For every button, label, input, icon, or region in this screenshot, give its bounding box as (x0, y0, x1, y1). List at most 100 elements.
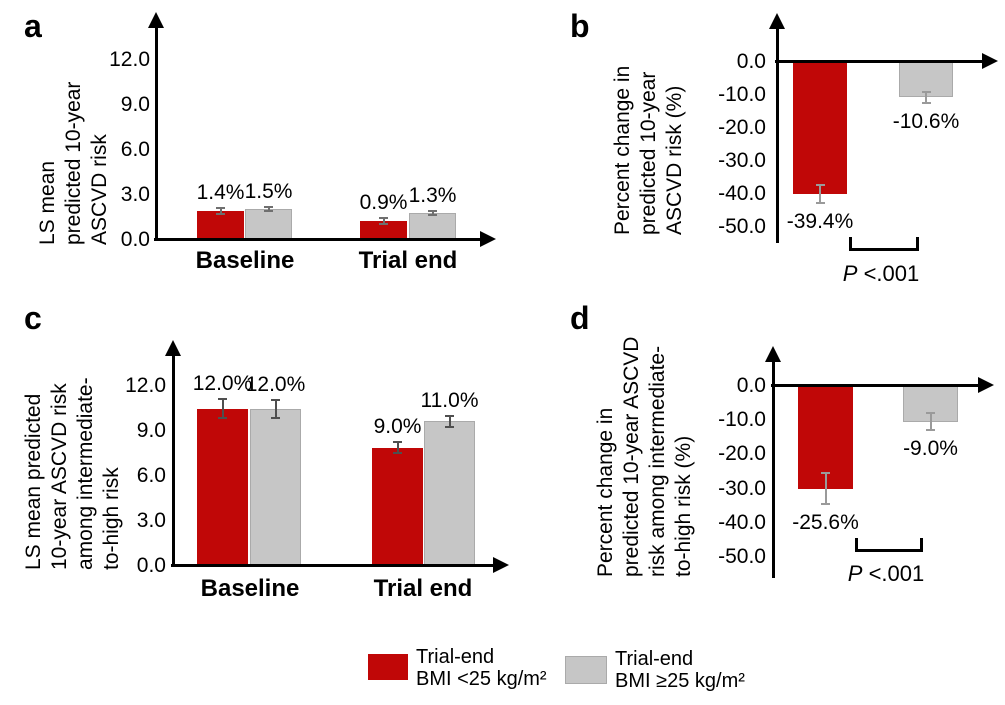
legend-item-bmi-over-25: Trial-end BMI ≥25 kg/m² (565, 648, 745, 692)
error-bar-cap (445, 425, 454, 428)
bar-value-label: -25.6% (792, 511, 859, 535)
y-tick-label: -40.0 (718, 182, 766, 205)
error-bar-cap (264, 210, 273, 213)
p-symbol: P (842, 261, 858, 286)
y-axis-line (154, 24, 158, 241)
y-tick-label: -20.0 (718, 442, 766, 466)
error-bar-cap (218, 398, 227, 401)
y-tick-label: 3.0 (120, 183, 150, 206)
error-bar-cap (393, 452, 402, 455)
panel-letter: c (24, 300, 42, 336)
y-axis-line (775, 25, 779, 243)
bar-gray (424, 421, 475, 566)
bar-value-label: 12.0% (245, 373, 306, 397)
error-bar-cap (921, 101, 931, 104)
p-value-label: P <.001 (806, 561, 966, 587)
error-bar-cap (379, 222, 388, 225)
y-tick-label: -10.0 (718, 83, 766, 106)
y-axis-label-line: predicted 10-year ASCVD (620, 336, 643, 577)
bar-red (798, 386, 853, 489)
y-tick-label: 0.0 (736, 50, 766, 73)
significance-bracket (855, 538, 923, 552)
error-bar-cap (216, 213, 225, 216)
x-axis-line (775, 59, 984, 63)
error-bar (448, 416, 451, 427)
category-label: Baseline (195, 247, 295, 274)
legend-swatch-gray (565, 656, 607, 684)
x-axis-line (771, 383, 980, 387)
panel-letter: a (24, 8, 42, 44)
y-tick-label: -40.0 (718, 510, 766, 534)
y-tick-label: -10.0 (718, 408, 766, 432)
x-axis-arrow-icon (978, 377, 994, 393)
y-axis-label-line: LS mean predicted (22, 393, 45, 570)
error-bar (819, 185, 821, 203)
y-tick-label: -20.0 (718, 116, 766, 139)
error-bar (824, 472, 827, 505)
error-bar-cap (379, 216, 388, 219)
panel-letter: b (570, 8, 590, 44)
error-bar-cap (926, 429, 935, 432)
y-axis-line (171, 352, 175, 567)
y-tick-label: 0.0 (736, 374, 766, 397)
error-bar (431, 210, 434, 216)
p-value-label: P <.001 (801, 261, 961, 287)
y-tick-label: -30.0 (718, 149, 766, 172)
error-bar (221, 399, 224, 418)
error-bar-cap (921, 90, 931, 93)
bar-value-label: 1.4% (196, 181, 245, 205)
y-tick-label: -50.0 (718, 215, 766, 238)
bar-value-label: 1.3% (408, 183, 457, 207)
p-comparison: <.001 (862, 561, 925, 586)
error-bar-cap (445, 415, 454, 417)
panel-letter: d (570, 300, 590, 336)
p-symbol: P (847, 561, 863, 586)
y-tick-label: -50.0 (718, 545, 766, 568)
legend-label-line: Trial-end (615, 648, 694, 670)
y-axis-arrow-icon (148, 12, 164, 28)
x-axis-line (154, 237, 482, 241)
x-axis-line (171, 563, 495, 567)
error-bar-cap (218, 416, 227, 419)
error-bar-cap (815, 201, 825, 204)
bar-gray (250, 409, 301, 566)
y-tick-label: 6.0 (120, 138, 150, 161)
p-comparison: <.001 (857, 261, 920, 286)
y-axis-arrow-icon (769, 13, 785, 29)
error-bar (925, 91, 927, 103)
legend-swatch-red (368, 654, 408, 680)
error-bar (382, 217, 385, 224)
x-axis-arrow-icon (480, 231, 496, 247)
category-label: Trial end (358, 247, 458, 274)
error-bar-cap (821, 471, 830, 474)
error-bar-cap (821, 503, 830, 506)
y-axis-arrow-icon (765, 346, 781, 362)
y-tick-label: 6.0 (136, 464, 166, 487)
bar-value-label: 9.0% (373, 414, 422, 438)
y-axis-label-line: Percent change in (594, 407, 617, 577)
error-bar-cap (271, 417, 280, 420)
bar-red (360, 220, 407, 240)
bar-red (197, 211, 244, 240)
error-bar (219, 208, 222, 215)
category-label: Baseline (200, 575, 300, 602)
error-bar (274, 400, 277, 419)
y-axis-label-line: predicted 10-year (637, 71, 660, 235)
category-label: Trial end (373, 575, 473, 602)
legend-label-line: BMI ≥25 kg/m² (615, 670, 745, 692)
y-axis-label-line: ASCVD risk (%) (663, 85, 686, 235)
y-axis-label-line: 10-year ASCVD risk (48, 383, 71, 570)
legend-label-line: BMI <25 kg/m² (416, 668, 547, 690)
bar-value-label: -39.4% (786, 209, 854, 233)
y-tick-label: 0.0 (120, 228, 150, 251)
y-tick-label: 12.0 (125, 374, 166, 397)
bar-value-label: 0.9% (359, 190, 408, 214)
y-tick-label: 9.0 (120, 93, 150, 116)
error-bar-cap (393, 440, 402, 443)
error-bar-cap (216, 207, 225, 210)
bar-value-label: 1.5% (244, 179, 293, 203)
y-tick-label: -30.0 (718, 476, 766, 500)
y-axis-label-line: Percent change in (611, 65, 634, 235)
y-axis-line (771, 358, 775, 578)
